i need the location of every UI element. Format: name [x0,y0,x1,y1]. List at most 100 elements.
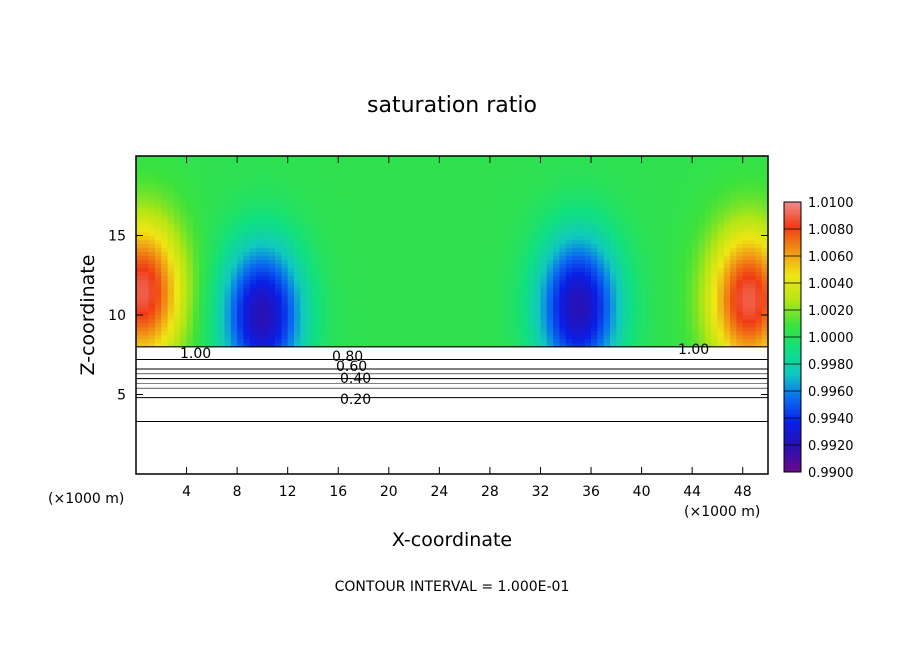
field-cell [363,334,371,340]
field-cell [452,203,459,209]
field-cell [230,239,238,245]
field-cell [192,191,200,197]
field-cell [401,342,409,348]
field-cell [502,203,510,209]
field-cell [161,171,169,177]
field-cell [464,295,472,300]
field-cell [717,235,725,241]
field-cell [730,163,737,169]
field-cell [496,183,504,189]
field-cell [268,243,276,249]
field-cell [610,291,617,296]
field-cell [205,279,213,284]
field-cell [755,219,763,225]
field-cell [294,227,301,233]
field-cell [736,167,744,173]
field-cell [338,263,346,268]
field-cell [256,311,263,316]
field-cell [218,243,226,249]
field-cell [502,207,510,213]
field-cell [180,338,188,344]
field-cell [692,207,700,213]
field-cell [338,159,346,165]
field-cell [711,311,719,316]
field-cell [641,303,649,308]
field-cell [433,318,440,324]
field-cell [692,191,700,197]
field-cell [357,243,365,249]
field-cell [496,227,504,233]
field-cell [496,163,504,169]
field-cell [622,207,630,213]
field-cell [300,291,308,296]
field-cell [382,231,390,237]
field-cell [350,322,358,328]
field-cell [496,318,504,324]
field-cell [249,307,257,312]
field-cell [553,259,561,264]
field-cell [755,307,763,312]
field-cell [502,275,510,280]
field-cell [591,187,598,193]
field-cell [154,299,162,304]
field-cell [666,219,674,225]
field-cell [730,283,737,288]
field-cell [325,159,333,165]
field-cell [698,179,706,185]
field-cell [433,179,440,185]
field-cell [591,239,598,245]
field-cell [704,271,712,276]
field-cell [211,167,219,173]
field-cell [477,191,485,197]
field-cell [382,179,390,185]
field-cell [673,251,681,256]
field-cell [376,267,384,272]
field-cell [243,235,251,241]
field-cell [527,243,535,249]
field-cell [369,279,377,284]
field-cell [344,295,352,300]
field-cell [243,159,251,165]
field-cell [559,267,567,272]
field-cell [673,307,681,312]
field-cell [527,167,535,173]
field-cell [312,279,320,284]
field-cell [553,187,561,193]
field-cell [578,191,586,197]
field-cell [698,163,706,169]
field-cell [610,271,617,276]
field-cell [382,318,390,324]
field-cell [154,163,162,169]
field-cell [565,271,573,276]
field-cell [483,167,491,173]
field-cell [654,199,662,205]
field-cell [635,227,643,233]
field-cell [243,167,251,173]
field-cell [312,167,320,173]
field-cell [426,322,434,328]
field-cell [597,330,605,336]
field-cell [325,251,333,256]
field-cell [761,259,768,264]
field-cell [401,159,409,165]
field-cell [521,271,529,276]
field-cell [489,223,497,229]
field-cell [565,315,573,320]
field-cell [572,338,579,344]
field-cell [704,330,712,336]
field-cell [572,342,579,348]
field-cell [521,342,529,348]
field-cell [540,326,548,332]
field-cell [154,167,162,173]
field-cell [395,243,403,249]
field-cell [281,163,289,169]
field-cell [142,263,150,268]
field-cell [673,203,681,209]
field-cell [749,163,756,169]
field-cell [610,279,617,284]
contour-label-1: 0.20 [340,392,371,408]
field-cell [331,171,339,177]
field-cell [401,239,409,245]
field-cell [401,279,409,284]
field-cell [388,235,396,241]
